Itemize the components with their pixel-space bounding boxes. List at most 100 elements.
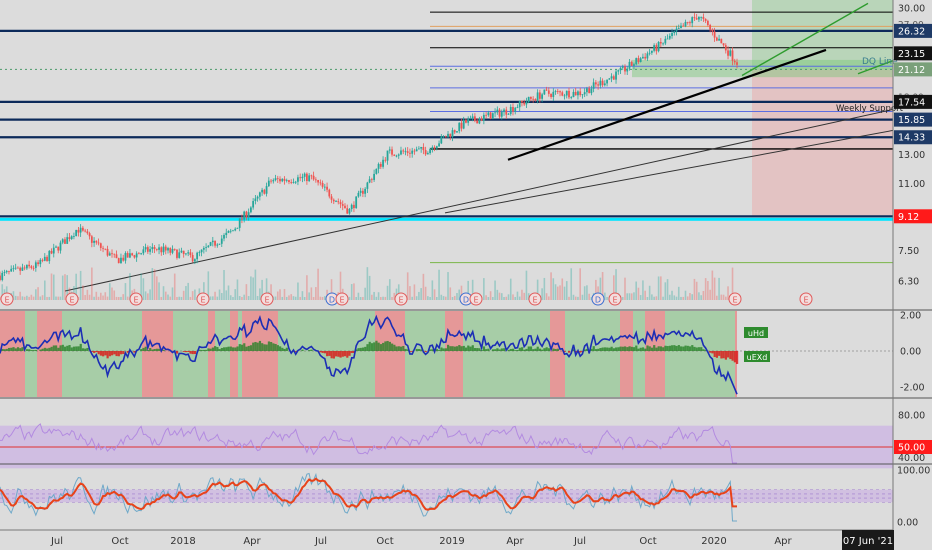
volume-bar — [1, 284, 4, 300]
histogram-bar — [28, 349, 31, 351]
histogram-bar — [677, 345, 680, 351]
green-channel-lower — [857, 60, 894, 75]
volume-bar — [458, 289, 461, 300]
volume-bar — [635, 281, 637, 300]
histogram-bar — [473, 348, 477, 351]
histogram-bar — [520, 347, 524, 351]
legend-down-box — [744, 351, 770, 362]
volume-bar — [680, 296, 682, 300]
candle-body — [388, 149, 391, 151]
histogram-bar — [243, 343, 246, 351]
candle-body — [610, 76, 613, 79]
volume-bar — [642, 280, 644, 300]
histogram-bar — [111, 351, 114, 356]
histogram-bar — [216, 347, 219, 351]
entry-zone — [632, 59, 893, 78]
candle-body — [583, 92, 586, 95]
candle-body — [227, 230, 230, 233]
histogram-bar — [440, 347, 443, 351]
histogram-bar — [516, 350, 519, 351]
price-level-label: 26.32 — [898, 26, 925, 37]
volume-bar — [79, 270, 82, 300]
histogram-bar — [659, 346, 663, 351]
candle-body — [615, 71, 617, 80]
volume-bar — [485, 295, 487, 300]
histogram-bar — [431, 349, 434, 351]
candle-body — [391, 149, 393, 155]
candle-body — [28, 264, 31, 267]
candle-body — [10, 268, 13, 272]
histogram-bar — [352, 351, 356, 354]
volume-bar — [429, 296, 431, 300]
histogram-bar — [310, 349, 313, 351]
price-level-badge — [894, 62, 932, 77]
volume-bar — [35, 289, 37, 300]
volume-bar — [59, 296, 62, 300]
candle-body — [384, 159, 387, 161]
volume-bar — [377, 292, 380, 300]
histogram-bar — [339, 351, 342, 358]
current-date-label: 07 Jun '21 — [843, 536, 893, 547]
candle-body — [245, 211, 248, 218]
candle-body — [247, 212, 250, 218]
volume-bar — [115, 296, 118, 300]
histogram-bar — [671, 345, 674, 351]
candle-body — [527, 96, 530, 102]
histogram-bar — [14, 348, 17, 351]
histogram-bar — [485, 349, 488, 351]
earnings-marker-letter: E — [200, 296, 205, 305]
volume-bar — [102, 295, 104, 300]
volume-bar — [259, 288, 261, 300]
histogram-bar — [637, 348, 640, 351]
histogram-bar — [635, 345, 638, 351]
histogram-bar — [668, 345, 671, 351]
candle-body — [167, 248, 169, 251]
candle-body — [590, 88, 593, 94]
candle-body — [176, 249, 178, 258]
time-tick-label: 2020 — [701, 536, 726, 547]
histogram-bar — [245, 346, 248, 351]
volume-bar — [700, 295, 702, 300]
candle-body — [711, 29, 714, 32]
candle-body — [516, 107, 519, 109]
volume-bar — [256, 295, 259, 300]
volume-bar — [415, 296, 418, 300]
histogram-bar — [294, 351, 297, 352]
histogram-bar — [623, 346, 627, 351]
candle-body — [124, 253, 127, 261]
volume-bar — [574, 296, 577, 300]
candle-body — [30, 266, 33, 268]
volume-bar — [431, 280, 434, 300]
volume-bar — [691, 294, 693, 300]
histogram-bar — [733, 351, 736, 363]
candle-body — [155, 248, 158, 250]
candle-body — [234, 228, 237, 231]
volume-bar — [366, 267, 369, 300]
volume-bar — [26, 295, 28, 300]
histogram-bar — [155, 348, 159, 351]
candle-body — [682, 25, 685, 27]
volume-bar — [440, 294, 443, 300]
histogram-bar — [500, 348, 503, 351]
earnings-marker-letter: D — [463, 296, 469, 305]
candle-body — [99, 243, 102, 248]
histogram-bar — [496, 348, 499, 351]
volume-bar — [17, 296, 19, 300]
candle-body — [689, 22, 691, 24]
stoch-d-line — [0, 477, 737, 511]
candle-body — [377, 163, 380, 169]
histogram-bar — [93, 351, 96, 353]
histogram-bar — [592, 346, 595, 351]
histogram-bar — [404, 348, 407, 351]
histogram-bar — [184, 351, 188, 353]
signal-zone — [37, 311, 62, 397]
volume-bar — [241, 296, 243, 300]
histogram-bar — [420, 349, 423, 351]
candle-body — [32, 267, 35, 269]
volume-bar — [420, 288, 422, 300]
volume-bar — [386, 285, 389, 300]
volume-bar — [207, 271, 210, 300]
candle-body — [476, 120, 479, 124]
volume-bar — [61, 275, 64, 300]
